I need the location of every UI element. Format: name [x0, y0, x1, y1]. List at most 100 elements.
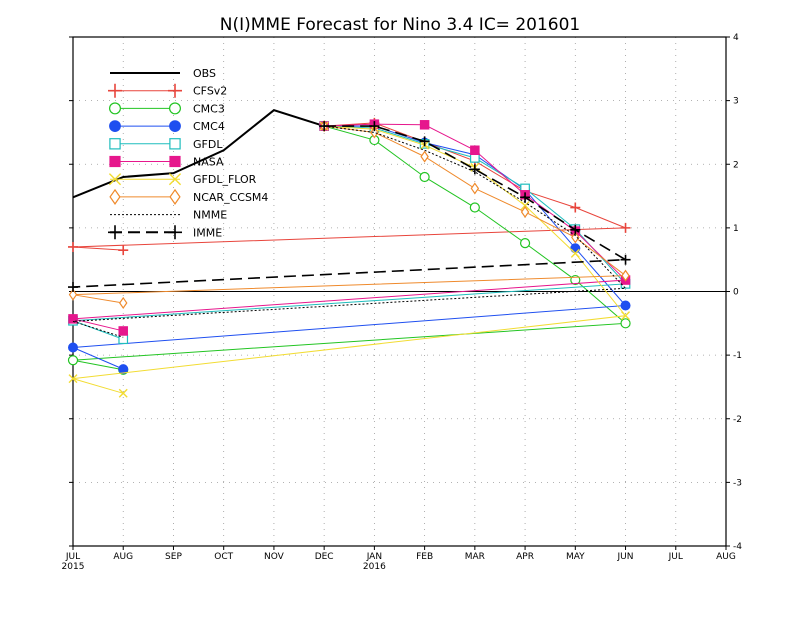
- legend-label: GFDL_FLOR: [193, 173, 257, 186]
- x-tick-label: DEC: [315, 552, 334, 562]
- y-tick-label: -1: [733, 351, 742, 361]
- y-tick-label: 4: [733, 33, 739, 43]
- x-tick-label: JUL: [65, 552, 80, 562]
- data-point: [570, 248, 580, 258]
- data-point: [108, 102, 121, 115]
- x-tick-label: MAR: [465, 552, 485, 562]
- data-point: [109, 188, 121, 205]
- data-point: [109, 138, 121, 150]
- series-obs: [72, 109, 325, 199]
- data-point: [169, 138, 181, 150]
- legend-label: OBS: [193, 67, 216, 80]
- data-point: [621, 311, 631, 321]
- series-line-nmme: [72, 125, 627, 338]
- data-point: [108, 173, 122, 186]
- data-point: [420, 150, 429, 163]
- series-imme: [68, 121, 631, 293]
- data-point: [109, 120, 121, 132]
- axes: JUL AUG SEP OCT NOV DEC JAN FEB MAR APR MAY JUN JUL A…: [62, 33, 743, 572]
- data-point: [520, 201, 530, 211]
- x-year-label: 2015: [62, 562, 85, 572]
- data-point: [118, 326, 128, 336]
- data-point: [68, 282, 78, 293]
- series-group: [67, 109, 631, 398]
- data-point: [168, 225, 182, 240]
- data-point: [108, 83, 122, 98]
- data-point: [319, 121, 330, 132]
- data-point: [108, 225, 122, 240]
- legend-label: CFSv2: [193, 85, 227, 98]
- data-point: [620, 254, 631, 265]
- data-point: [169, 102, 182, 115]
- legend-label: NCAR_CCSM4: [193, 191, 268, 204]
- y-tick-label: -3: [733, 478, 742, 488]
- data-point: [470, 182, 480, 195]
- y-tick-label: -4: [733, 542, 742, 552]
- data-point: [118, 296, 128, 309]
- series-line-imme: [72, 125, 629, 288]
- legend-item-imme: IMME: [108, 225, 222, 239]
- legend-label: NMME: [193, 209, 227, 222]
- data-point: [570, 202, 581, 213]
- series-ncar-ccsm4: [68, 120, 630, 309]
- legend-item-cfsv2: CFSv2: [108, 83, 227, 98]
- data-point: [369, 121, 380, 132]
- series-line-obs: [72, 109, 325, 199]
- data-point: [169, 155, 181, 168]
- x-tick-label: NOV: [264, 552, 285, 562]
- data-point: [570, 243, 581, 254]
- legend-item-obs: OBS: [110, 67, 216, 80]
- data-point: [169, 188, 181, 205]
- legend-label: NASA: [193, 156, 224, 169]
- data-point: [68, 342, 78, 353]
- data-point: [118, 245, 129, 256]
- data-point: [68, 374, 78, 384]
- data-point: [169, 120, 181, 132]
- legend-item-cmc3: CMC3: [108, 102, 225, 115]
- data-point: [620, 222, 631, 233]
- chart-title: N(I)MME Forecast for Nino 3.4 IC= 201601: [220, 15, 580, 35]
- data-point: [168, 173, 182, 186]
- data-point: [571, 231, 580, 244]
- x-tick-label: AUG: [716, 552, 736, 562]
- data-point: [570, 224, 581, 235]
- data-point: [621, 269, 630, 282]
- data-point: [68, 314, 78, 324]
- x-tick-label: JUL: [668, 552, 683, 562]
- data-point: [109, 155, 121, 168]
- x-tick-label: OCT: [214, 552, 233, 562]
- y-tick-label: -2: [733, 415, 742, 425]
- legend-item-ncar-ccsm4: NCAR_CCSM4: [109, 188, 268, 205]
- data-point: [620, 318, 631, 329]
- legend-label: GFDL: [193, 138, 223, 151]
- y-tick-label: 1: [733, 224, 739, 234]
- x-tick-label: FEB: [416, 552, 433, 562]
- x-tick-label: AUG: [113, 552, 133, 562]
- legend-item-nmme: NMME: [110, 209, 227, 222]
- data-point: [469, 164, 480, 175]
- data-point: [469, 202, 480, 213]
- legend: OBS CFSv2 CMC3 CMC4 GFDL NASA GFDL_FLOR NCAR_CC…: [108, 67, 268, 239]
- y-tick-label: 3: [733, 97, 739, 107]
- data-point: [370, 126, 379, 139]
- data-point: [168, 83, 182, 98]
- legend-label: CMC3: [193, 102, 225, 115]
- data-point: [118, 364, 129, 375]
- x-tick-label: MAY: [566, 552, 585, 562]
- legend-label: IMME: [193, 226, 222, 239]
- data-point: [470, 145, 480, 156]
- legend-item-cmc4: CMC4: [109, 120, 225, 133]
- x-year-label: 2016: [363, 562, 386, 572]
- data-point: [118, 388, 128, 398]
- legend-item-nasa: NASA: [109, 155, 224, 169]
- data-point: [520, 205, 530, 219]
- legend-label: CMC4: [193, 120, 225, 133]
- data-point: [519, 238, 531, 249]
- y-tick-label: 0: [733, 288, 739, 298]
- data-point: [67, 355, 79, 366]
- legend-item-gfdl: GFDL: [109, 138, 223, 151]
- data-point: [419, 171, 430, 183]
- y-tick-label: 2: [733, 160, 739, 170]
